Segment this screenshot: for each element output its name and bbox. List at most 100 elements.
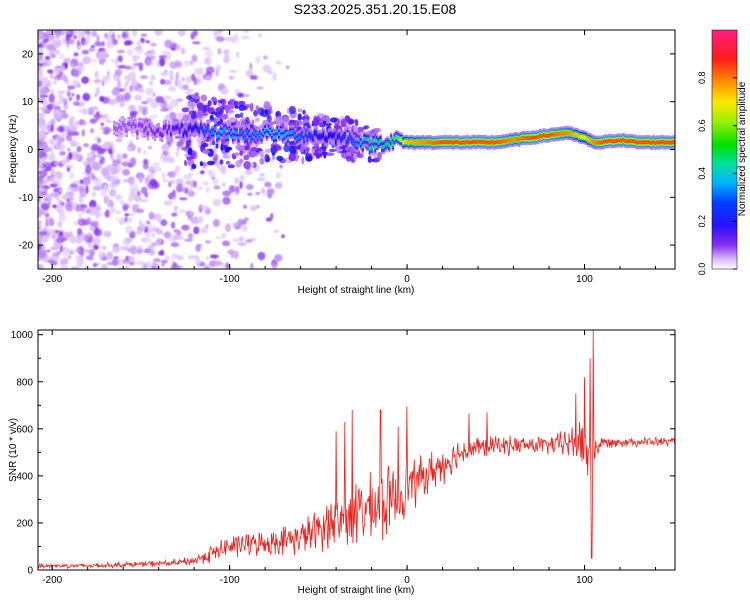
ridge-mark — [537, 135, 540, 140]
ridge-mark — [395, 135, 398, 140]
ridge-mark — [125, 128, 128, 132]
noise-blob — [100, 190, 108, 197]
noise-blob — [111, 258, 119, 267]
ridge-mark — [208, 133, 212, 138]
ridge-mark — [404, 139, 407, 144]
snr-ylabel: SNR (10 * v/v) — [8, 418, 19, 482]
ridge-mark — [643, 140, 646, 145]
ridge-mark — [347, 138, 350, 143]
ridge-mark — [448, 139, 451, 144]
ridge-mark — [558, 131, 561, 136]
ridge-mark — [538, 133, 542, 138]
noise-blob — [97, 251, 107, 258]
ridge-mark — [512, 137, 515, 142]
ridge-mark — [466, 139, 469, 144]
ridge-mark — [331, 133, 334, 138]
noise-blob — [160, 78, 166, 85]
noise-blob — [136, 40, 142, 46]
noise-blob — [134, 94, 143, 101]
noise-blob — [243, 154, 250, 161]
ridge-mark — [219, 129, 222, 134]
noise-blob — [91, 190, 97, 198]
noise-blob — [56, 143, 62, 149]
noise-blob — [143, 158, 148, 165]
noise-blob — [93, 228, 103, 237]
noise-blob — [54, 100, 63, 106]
noise-blob — [42, 62, 48, 67]
noise-blob — [64, 30, 69, 34]
ridge-mark — [299, 134, 302, 139]
noise-blob — [189, 60, 194, 66]
noise-blob — [192, 216, 199, 225]
noise-blob — [166, 113, 170, 122]
noise-blob — [282, 115, 290, 123]
spectrogram-ytick-label: -20 — [19, 241, 34, 252]
noise-blob — [275, 112, 279, 117]
colorbar-tick-label: 0.8 — [697, 72, 707, 85]
noise-blob — [76, 40, 81, 46]
noise-blob — [195, 244, 201, 253]
noise-blob — [128, 217, 132, 223]
noise-blob — [163, 231, 172, 239]
noise-blob — [211, 96, 217, 102]
ridge-mark — [295, 137, 299, 142]
noise-blob — [71, 93, 75, 97]
ridge-mark — [114, 127, 118, 132]
ridge-mark — [398, 137, 402, 142]
noise-blob — [169, 179, 176, 185]
ridge-mark — [576, 133, 579, 137]
noise-blob — [59, 258, 67, 266]
noise-blob — [159, 57, 166, 67]
noise-blob — [162, 179, 169, 183]
noise-blob — [95, 51, 103, 58]
colorbar: 0.0 0.2 0.4 0.6 0.8 Normalized spectral ampl… — [697, 29, 748, 275]
noise-blob — [234, 152, 240, 157]
ridge-mark — [496, 140, 499, 144]
ridge-mark — [288, 130, 292, 135]
noise-blob — [222, 196, 231, 205]
noise-blob — [115, 86, 121, 94]
noise-blob — [315, 153, 323, 158]
noise-blob — [258, 150, 265, 156]
noise-blob — [79, 185, 85, 192]
noise-blob — [161, 172, 166, 180]
spectrogram-xtick-label: 0 — [404, 274, 410, 285]
noise-blob — [160, 219, 168, 227]
ridge-mark — [510, 138, 513, 143]
ridge-mark — [531, 135, 535, 140]
ridge-mark — [556, 132, 560, 137]
ridge-mark — [645, 140, 648, 145]
noise-blob — [319, 117, 323, 123]
noise-blob — [223, 54, 230, 64]
noise-blob — [90, 44, 96, 48]
noise-blob — [73, 52, 79, 57]
noise-blob — [258, 33, 262, 38]
ridge-mark — [118, 124, 121, 129]
noise-blob — [92, 185, 102, 191]
ridge-mark — [251, 134, 254, 139]
noise-blob — [73, 220, 77, 226]
noise-blob — [115, 194, 123, 201]
noise-blob — [103, 196, 108, 204]
noise-blob — [46, 121, 51, 125]
ridge-mark — [428, 139, 432, 144]
noise-blob — [181, 84, 189, 91]
noise-blob — [352, 125, 358, 133]
spectrogram-xlabel: Height of straight line (km) — [298, 285, 415, 296]
ridge-mark — [285, 131, 288, 136]
noise-blob — [202, 149, 210, 154]
snr-ytick-label: 0 — [27, 566, 33, 577]
ridge-mark — [657, 140, 661, 145]
noise-blob — [137, 87, 145, 93]
noise-blob — [251, 119, 255, 125]
ridge-mark — [519, 136, 522, 141]
noise-blob — [272, 154, 276, 161]
noise-blob — [147, 173, 154, 178]
ridge-mark — [278, 132, 281, 136]
ridge-mark — [136, 130, 139, 135]
ridge-mark — [350, 138, 354, 142]
ridge-mark — [420, 140, 423, 145]
noise-blob — [93, 220, 99, 229]
